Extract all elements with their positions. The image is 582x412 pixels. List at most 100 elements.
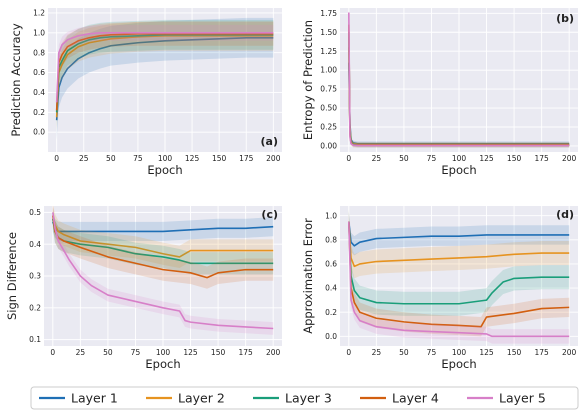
panel-a: 0 25 50 75 100 125 150 175 200 0.0 0.2 0.4 0.6 0.8 1.0… [9, 8, 282, 177]
legend-label: Layer 2 [178, 391, 225, 406]
series-line-layer-5 [52, 212, 274, 330]
panel-label: (c) [261, 208, 278, 221]
series-line-layer-2 [55, 35, 274, 118]
y-tick-label: 0.4 [325, 284, 337, 293]
legend-label: Layer 1 [71, 391, 118, 406]
series-group [55, 17, 274, 141]
series-group [52, 206, 274, 335]
y-tick-label: 1.0 [33, 28, 45, 37]
y-tick-label: 0.4 [33, 88, 45, 97]
y-tick-label: 0.8 [325, 235, 337, 244]
x-tick-label: 175 [238, 348, 253, 357]
series-line-layer-5 [348, 221, 570, 338]
panel-b: 0 25 50 75 100 125 150 175 200 0.00 0.25 0.50 0.75 1.… [301, 8, 578, 177]
x-tick-label: 25 [79, 154, 89, 163]
x-tick-label: 0 [346, 154, 351, 163]
series-band-layer-4 [52, 206, 274, 289]
series-band-layer-5 [348, 214, 570, 344]
x-tick-label: 0 [54, 154, 59, 163]
x-tick-label: 50 [399, 348, 409, 357]
x-tick-label: 50 [399, 154, 409, 163]
x-axis-label: Epoch [145, 357, 180, 371]
x-tick-label: 200 [266, 348, 281, 357]
x-tick-label: 75 [133, 154, 143, 163]
x-tick-label: 200 [266, 154, 281, 163]
y-tick-label: 1.00 [320, 66, 337, 75]
x-tick-label: 150 [507, 154, 522, 163]
y-tick-label: 0.1 [29, 335, 41, 344]
series-band-layer-1 [56, 17, 274, 141]
legend-label: Layer 5 [499, 391, 546, 406]
series-line-layer-1 [348, 221, 570, 247]
x-tick-label: 175 [239, 154, 254, 163]
y-tick-label: 0.8 [33, 48, 45, 57]
series-line-layer-2 [52, 215, 274, 258]
series-band-layer-4 [348, 212, 570, 337]
x-tick-label: 125 [185, 154, 200, 163]
x-tick-label: 100 [452, 154, 467, 163]
x-tick-label: 150 [507, 348, 522, 357]
series-band-layer-2 [348, 209, 570, 279]
series-line-layer-4 [348, 221, 570, 328]
series-group [348, 11, 570, 148]
legend-box [30, 386, 579, 410]
y-tick-label: 0.6 [33, 68, 45, 77]
series-line-layer-3 [55, 34, 274, 113]
series-group [348, 209, 570, 344]
series-line-layer-2 [348, 221, 570, 268]
series-line-layer-3 [348, 221, 570, 305]
x-tick-label: 150 [211, 348, 226, 357]
x-tick-label: 50 [106, 154, 116, 163]
series-line-layer-5 [348, 12, 570, 147]
y-tick-label: 0.50 [320, 104, 337, 113]
series-band-layer-2 [52, 206, 274, 269]
legend: Layer 1 Layer 2 Layer 3 Layer 4 Layer 5 [30, 386, 579, 410]
series-band-layer-3 [348, 209, 570, 316]
x-tick-label: 200 [562, 154, 577, 163]
series-line-layer-4 [55, 33, 274, 111]
y-tick-label: 0.5 [29, 208, 41, 217]
y-tick-label: 0.0 [325, 332, 337, 341]
series-line-layer-5 [55, 32, 274, 103]
x-tick-label: 75 [427, 348, 437, 357]
y-tick-label: 0.3 [29, 272, 41, 281]
series-band-layer-3 [56, 19, 274, 128]
series-band-layer-4 [56, 21, 274, 123]
x-axis-label: Epoch [441, 357, 476, 371]
y-axis-label: Prediction Accuracy [9, 23, 23, 136]
y-tick-label: 0.0 [33, 128, 45, 137]
y-tick-label: 0.4 [29, 240, 41, 249]
panel-label: (d) [556, 208, 574, 221]
panel-label: (a) [261, 135, 278, 148]
y-tick-label: 1.2 [33, 9, 45, 18]
panel-d: 0 25 50 75 100 125 150 175 200 0.0 0.2 0.4 0.6 0.8 1.0… [301, 206, 578, 371]
y-tick-label: 1.0 [325, 211, 337, 220]
x-tick-label: 75 [427, 154, 437, 163]
y-tick-label: 0.25 [320, 123, 337, 132]
y-tick-label: 1.25 [320, 47, 337, 56]
legend-label: Layer 3 [285, 391, 332, 406]
series-band-layer-2 [56, 20, 274, 133]
series-band-layer-1 [348, 212, 570, 256]
y-axis-label: Sign Difference [5, 232, 19, 320]
x-axis-label: Epoch [147, 163, 182, 177]
y-tick-label: 0.2 [325, 308, 337, 317]
x-tick-label: 125 [479, 154, 494, 163]
x-tick-label: 75 [131, 348, 141, 357]
legend-label: Layer 4 [392, 391, 439, 406]
x-tick-label: 0 [346, 348, 351, 357]
y-tick-label: 0.2 [29, 303, 41, 312]
x-tick-label: 200 [562, 348, 577, 357]
x-tick-label: 0 [50, 348, 55, 357]
panel-label: (b) [556, 12, 574, 25]
series-line-layer-1 [55, 36, 274, 121]
x-tick-label: 100 [452, 348, 467, 357]
y-tick-label: 0.00 [320, 142, 337, 151]
x-tick-label: 125 [183, 348, 198, 357]
y-axis-label: Entropy of Prediction [301, 20, 315, 140]
series-band-layer-1 [52, 212, 274, 241]
x-tick-label: 25 [76, 348, 86, 357]
x-tick-label: 175 [534, 154, 549, 163]
y-tick-label: 0.6 [325, 260, 337, 269]
